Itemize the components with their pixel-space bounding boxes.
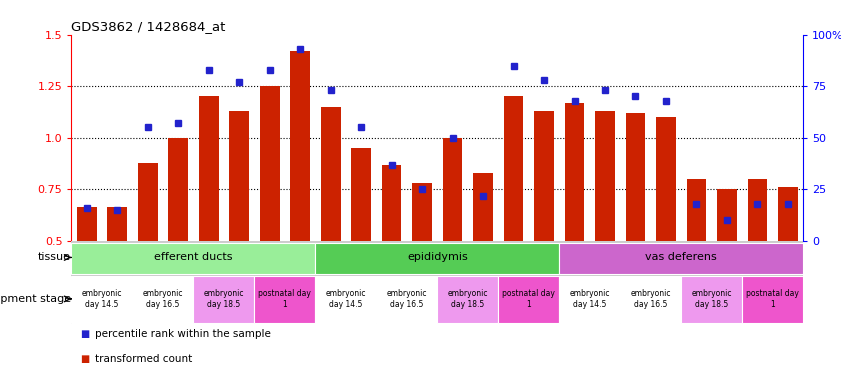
Bar (77, 207, 97, 241)
Text: embryonic
day 16.5: embryonic day 16.5 (387, 289, 427, 309)
Text: epididymis: epididymis (407, 252, 468, 262)
Bar (559, 243, 803, 274)
Bar (742, 276, 803, 323)
Text: embryonic
day 18.5: embryonic day 18.5 (204, 289, 244, 309)
Bar (382, 165, 401, 241)
Bar (138, 162, 157, 241)
Text: transformed count: transformed count (95, 354, 193, 364)
Text: embryonic
day 16.5: embryonic day 16.5 (143, 289, 183, 309)
Bar (320, 107, 341, 241)
Bar (498, 276, 559, 323)
Bar (71, 276, 133, 323)
Bar (437, 276, 498, 323)
Text: embryonic
day 18.5: embryonic day 18.5 (447, 289, 488, 309)
Text: percentile rank within the sample: percentile rank within the sample (95, 329, 271, 339)
Bar (656, 117, 676, 241)
Bar (168, 138, 188, 241)
Text: embryonic
day 18.5: embryonic day 18.5 (691, 289, 732, 309)
Bar (748, 179, 767, 241)
Bar (133, 276, 193, 323)
Bar (290, 51, 310, 241)
Text: GDS3862 / 1428684_at: GDS3862 / 1428684_at (71, 20, 226, 33)
Bar (412, 183, 432, 241)
Bar (681, 276, 742, 323)
Bar (473, 173, 493, 241)
Text: postnatal day
1: postnatal day 1 (258, 289, 311, 309)
Bar (193, 276, 254, 323)
Bar (198, 96, 219, 241)
Bar (315, 243, 559, 274)
Bar (230, 111, 249, 241)
Text: postnatal day
1: postnatal day 1 (746, 289, 799, 309)
Bar (620, 276, 681, 323)
Bar (254, 276, 315, 323)
Bar (778, 187, 798, 241)
Bar (559, 276, 620, 323)
Text: ■: ■ (80, 354, 89, 364)
Bar (71, 243, 315, 274)
Bar (686, 179, 706, 241)
Bar (564, 103, 584, 241)
Text: embryonic
day 16.5: embryonic day 16.5 (631, 289, 671, 309)
Bar (534, 111, 554, 241)
Bar (595, 111, 615, 241)
Bar (717, 189, 737, 241)
Text: postnatal day
1: postnatal day 1 (502, 289, 555, 309)
Text: embryonic
day 14.5: embryonic day 14.5 (569, 289, 610, 309)
Bar (315, 276, 376, 323)
Text: ■: ■ (80, 329, 89, 339)
Text: development stage: development stage (0, 294, 71, 304)
Text: tissue: tissue (38, 252, 71, 262)
Bar (260, 86, 279, 241)
Text: vas deferens: vas deferens (645, 252, 717, 262)
Text: efferent ducts: efferent ducts (154, 252, 233, 262)
Text: embryonic
day 14.5: embryonic day 14.5 (325, 289, 366, 309)
Bar (108, 207, 127, 241)
Bar (626, 113, 645, 241)
Bar (352, 148, 371, 241)
Bar (376, 276, 437, 323)
Bar (504, 96, 523, 241)
Bar (442, 138, 463, 241)
Text: embryonic
day 14.5: embryonic day 14.5 (82, 289, 122, 309)
